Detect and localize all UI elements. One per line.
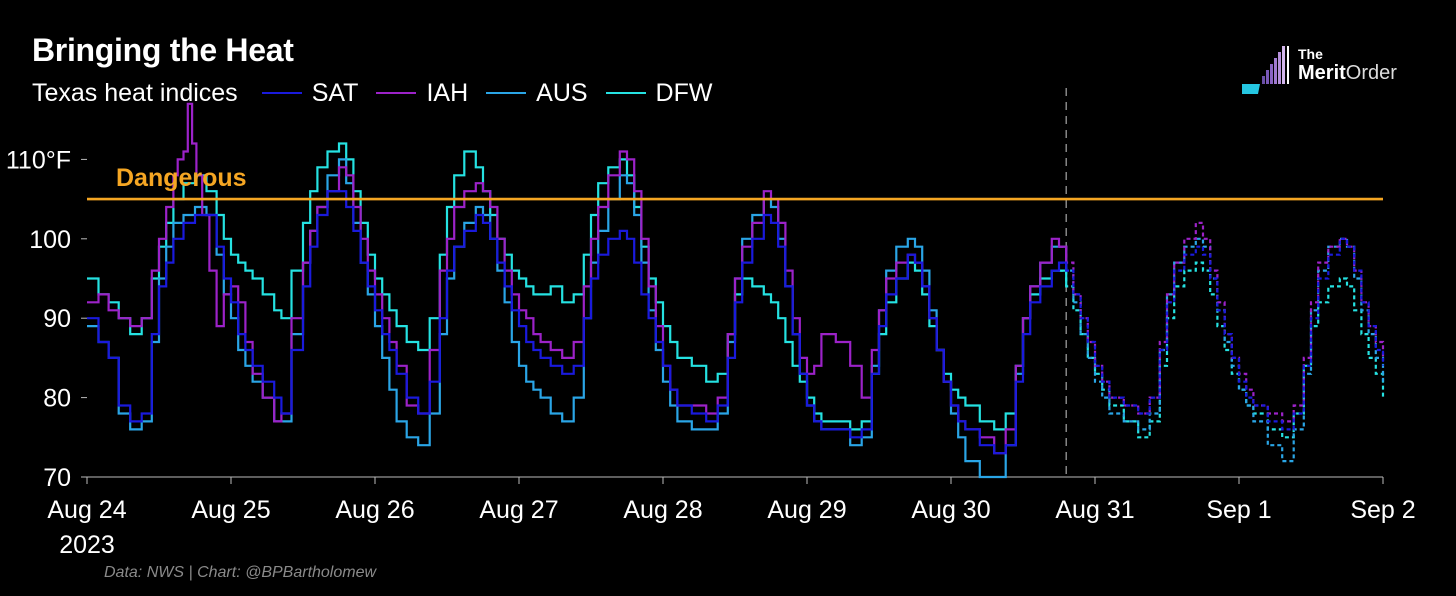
legend-label-sat: SAT bbox=[311, 78, 359, 107]
x-tick-label: Aug 26 bbox=[335, 496, 414, 524]
y-tick-label: 100 bbox=[29, 226, 71, 254]
legend-entry-iah: IAH bbox=[376, 79, 468, 108]
legend-swatch-iah bbox=[376, 92, 417, 94]
series-line-aus bbox=[87, 158, 1068, 479]
series-line-iah bbox=[87, 102, 1068, 455]
legend-entry-sat: SAT bbox=[261, 78, 359, 108]
y-tick-label: 80 bbox=[43, 385, 71, 413]
x-tick-label: Aug 31 bbox=[1055, 496, 1134, 524]
series-forecast-line-dfw bbox=[1059, 261, 1385, 439]
legend-entry-aus: AUS bbox=[486, 78, 588, 108]
logo-text-order: Order bbox=[1345, 62, 1397, 84]
merit-order-logo: The MeritOrder bbox=[1240, 44, 1430, 100]
legend-swatch-sat bbox=[261, 92, 302, 94]
series-line-sat bbox=[87, 190, 1068, 455]
logo-bars-icon bbox=[1242, 46, 1289, 94]
x-tick-label: Aug 30 bbox=[911, 496, 990, 524]
logo-text-merit: Merit bbox=[1298, 62, 1346, 84]
x-tick-label: Sep 1 bbox=[1206, 496, 1271, 524]
x-tick-sublabel: 2023 bbox=[59, 531, 115, 559]
y-tick-label: 110°F bbox=[6, 146, 71, 174]
logo-text-name: MeritOrder bbox=[1298, 62, 1397, 85]
x-tick-label: Aug 25 bbox=[191, 496, 270, 524]
legend-swatch-dfw bbox=[605, 92, 646, 94]
legend-entry-dfw: DFW bbox=[605, 78, 713, 108]
logo-text-the: The bbox=[1298, 46, 1323, 62]
series-forecast-line-aus bbox=[1059, 237, 1385, 463]
x-tick-label: Sep 2 bbox=[1350, 496, 1415, 524]
legend-label-iah: IAH bbox=[426, 78, 469, 107]
x-tick-label: Aug 28 bbox=[623, 496, 702, 524]
legend-label-aus: AUS bbox=[536, 78, 588, 107]
legend-label-dfw: DFW bbox=[655, 78, 713, 107]
x-tick-label: Aug 27 bbox=[479, 496, 558, 524]
legend: Texas heat indices SAT IAH AUS DFW bbox=[32, 77, 730, 109]
dangerous-threshold-label: Dangerous bbox=[116, 164, 247, 192]
y-tick-label: 90 bbox=[43, 305, 71, 333]
y-tick-label: 70 bbox=[43, 464, 71, 492]
chart-title: Bringing the Heat bbox=[32, 32, 294, 68]
legend-swatch-aus bbox=[486, 92, 527, 94]
x-tick-label: Aug 29 bbox=[767, 496, 846, 524]
chart-subtitle: Texas heat indices bbox=[32, 78, 238, 107]
series-forecast-line-sat bbox=[1059, 237, 1385, 431]
source-note: Data: NWS | Chart: @BPBartholomew bbox=[104, 564, 377, 581]
series-forecast-line-iah bbox=[1059, 221, 1385, 423]
x-tick-label: Aug 24 bbox=[47, 496, 126, 524]
